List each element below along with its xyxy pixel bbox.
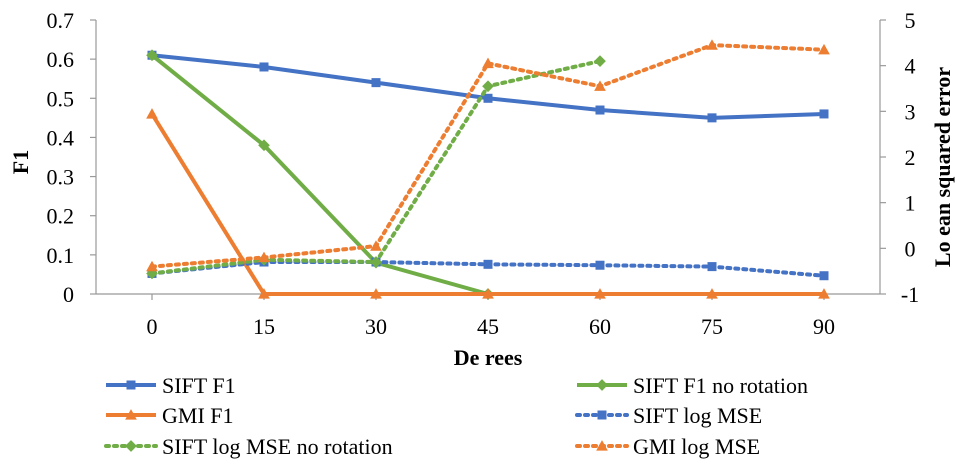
x-tick-label: 15 <box>253 314 275 339</box>
data-point <box>258 288 270 299</box>
legend-item: GMI F1 <box>106 403 234 428</box>
data-point <box>258 139 270 152</box>
data-point <box>706 288 718 299</box>
legend-item: SIFT F1 no rotation <box>577 373 808 398</box>
y2-tick-label: 1 <box>905 191 916 216</box>
data-point <box>594 80 606 91</box>
y2-tick-label: 3 <box>905 99 916 124</box>
data-point <box>258 251 270 263</box>
legend-marker <box>597 410 607 420</box>
data-point <box>818 43 830 55</box>
legend-item: GMI log MSE <box>575 434 760 459</box>
legend-marker <box>596 440 608 451</box>
legend-item: SIFT log MSE no rotation <box>104 434 393 459</box>
series-line <box>150 53 489 296</box>
data-point <box>146 108 158 119</box>
x-tick-label: 75 <box>701 314 723 339</box>
x-axis-title: De rees <box>454 345 523 370</box>
y-tick-label: 0.7 <box>47 8 75 33</box>
data-point <box>482 80 494 93</box>
y-tick-label: 0.6 <box>47 47 75 72</box>
y2-tick-label: 4 <box>905 54 916 79</box>
x-tick-label: 60 <box>589 314 611 339</box>
series-5 <box>146 39 830 272</box>
data-point <box>483 93 493 103</box>
legend-label: SIFT F1 <box>162 373 236 398</box>
data-point <box>370 240 382 251</box>
x-tick-label: 30 <box>365 314 387 339</box>
data-point <box>707 113 717 123</box>
data-point <box>594 55 606 67</box>
legend-label: GMI log MSE <box>633 434 760 459</box>
data-point <box>594 288 606 299</box>
data-point <box>482 57 494 69</box>
data-point <box>482 288 494 299</box>
data-point <box>259 62 269 72</box>
y-tick-label: 0.4 <box>47 125 75 150</box>
x-tick-label: 45 <box>477 314 499 339</box>
legend-marker <box>596 379 608 391</box>
legend-label: GMI F1 <box>162 403 234 428</box>
y2-tick-label: 2 <box>905 145 916 170</box>
y2-tick-label: 5 <box>905 8 916 33</box>
data-point <box>146 49 158 62</box>
data-point <box>371 78 381 88</box>
y-tick-label: 0 <box>63 282 74 307</box>
data-point <box>595 260 605 270</box>
data-point <box>370 256 382 268</box>
legend-label: SIFT log MSE no rotation <box>162 434 393 459</box>
legend-item: SIFT log MSE <box>575 403 762 428</box>
y2-tick-label: -1 <box>901 282 919 307</box>
legend-label: SIFT F1 no rotation <box>633 373 808 398</box>
x-tick-label: 0 <box>147 314 158 339</box>
y2-tick-label: 0 <box>905 236 916 261</box>
y-tick-label: 0.5 <box>47 86 75 111</box>
legend-marker <box>126 380 136 390</box>
data-point <box>818 288 830 299</box>
series-line <box>150 43 826 269</box>
x-tick-label: 90 <box>813 314 835 339</box>
data-point <box>483 259 493 269</box>
legend-item: SIFT F1 <box>106 373 236 398</box>
data-point <box>706 39 718 50</box>
data-point <box>819 271 829 281</box>
y-tick-label: 0.3 <box>47 165 75 190</box>
series-layer <box>146 39 830 300</box>
data-point <box>370 288 382 299</box>
legend: SIFT F1 SIFT F1 no rotation GMI F1 SIFT log… <box>104 373 808 459</box>
y-axis-title: F1 <box>8 150 33 174</box>
data-point <box>595 105 605 115</box>
legend-marker <box>125 440 137 452</box>
y-tick-label: 0.2 <box>47 204 75 229</box>
data-point <box>819 109 829 119</box>
legend-marker <box>125 409 137 420</box>
data-point <box>146 267 158 280</box>
legend-label: SIFT log MSE <box>633 403 762 428</box>
y-tick-label: 0.1 <box>47 243 75 268</box>
series-2 <box>146 108 830 299</box>
y2-axis-title: Lo ean squared error <box>930 67 955 267</box>
data-point <box>146 260 158 272</box>
data-point <box>707 262 717 272</box>
